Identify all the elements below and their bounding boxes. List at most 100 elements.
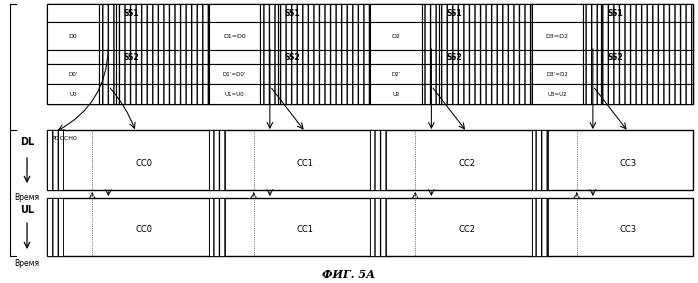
Text: CC2: CC2	[459, 158, 475, 168]
Bar	[260, 4, 278, 22]
Text: UL: UL	[20, 205, 34, 215]
Text: U1=U0: U1=U0	[225, 91, 244, 97]
Bar	[47, 198, 693, 256]
Text: SS2: SS2	[446, 53, 462, 61]
Bar	[209, 64, 260, 84]
Bar	[601, 22, 693, 50]
Bar	[98, 4, 117, 22]
Bar	[370, 22, 422, 50]
Bar	[370, 84, 422, 104]
Bar	[531, 130, 548, 190]
Bar	[209, 84, 260, 104]
Bar	[601, 4, 693, 22]
Bar	[47, 4, 209, 104]
Bar	[98, 64, 117, 84]
Bar	[422, 4, 439, 22]
Bar	[117, 50, 209, 64]
Bar	[584, 4, 601, 22]
Bar	[370, 50, 422, 64]
Bar	[278, 22, 370, 50]
Text: DL: DL	[20, 137, 34, 147]
Text: D3’=D2: D3’=D2	[547, 72, 568, 76]
Bar	[209, 22, 260, 50]
Bar	[260, 50, 278, 64]
Bar	[601, 50, 693, 64]
Bar	[47, 64, 98, 84]
Bar	[531, 50, 584, 64]
Text: CC3: CC3	[620, 158, 637, 168]
Bar	[260, 64, 278, 84]
Text: D1=D0: D1=D0	[223, 33, 246, 38]
Bar	[209, 130, 225, 190]
Text: SS2: SS2	[123, 53, 139, 61]
Bar	[278, 50, 370, 64]
Text: ФИГ. 5А: ФИГ. 5А	[322, 269, 376, 280]
Bar	[584, 64, 601, 84]
Bar	[439, 4, 531, 22]
Bar	[422, 50, 439, 64]
Bar	[117, 64, 209, 84]
Text: SS1: SS1	[608, 8, 623, 18]
Bar	[47, 130, 63, 190]
Bar	[278, 84, 370, 104]
Text: SS1: SS1	[123, 8, 139, 18]
Bar	[531, 4, 584, 22]
Bar	[531, 198, 548, 256]
Bar	[439, 84, 531, 104]
Bar	[47, 50, 98, 64]
Bar	[47, 84, 98, 104]
Text: CC3: CC3	[620, 225, 637, 234]
Text: D2: D2	[392, 33, 400, 38]
Bar	[584, 50, 601, 64]
Text: SS1: SS1	[285, 8, 300, 18]
Text: SS1: SS1	[446, 8, 462, 18]
Bar	[370, 4, 422, 22]
Bar	[209, 4, 260, 22]
Text: CC2: CC2	[459, 225, 475, 234]
Bar	[370, 198, 386, 256]
Bar	[278, 4, 370, 22]
Text: SS2: SS2	[285, 53, 300, 61]
Bar	[439, 64, 531, 84]
Text: D0: D0	[68, 33, 77, 38]
Bar	[117, 84, 209, 104]
Text: SS2: SS2	[608, 53, 623, 61]
Bar	[278, 64, 370, 84]
Bar	[209, 4, 370, 104]
Text: CC1: CC1	[297, 158, 314, 168]
Bar	[47, 198, 63, 256]
Text: D3=D2: D3=D2	[546, 33, 569, 38]
Bar	[531, 4, 693, 104]
Bar	[47, 130, 693, 190]
Bar	[260, 22, 278, 50]
Text: CC0: CC0	[135, 158, 152, 168]
Bar	[531, 22, 584, 50]
Bar	[422, 84, 439, 104]
Text: Время: Время	[15, 194, 40, 203]
Bar	[370, 64, 422, 84]
Bar	[47, 4, 98, 22]
Bar	[531, 84, 584, 104]
Bar	[439, 50, 531, 64]
Bar	[117, 4, 209, 22]
Bar	[98, 50, 117, 64]
Bar	[209, 50, 260, 64]
Bar	[117, 22, 209, 50]
Text: D1’=D0’: D1’=D0’	[223, 72, 246, 76]
Text: D0’: D0’	[68, 72, 77, 76]
Bar	[601, 84, 693, 104]
Text: U0: U0	[69, 91, 77, 97]
Bar	[370, 4, 531, 104]
Bar	[601, 64, 693, 84]
Text: U2: U2	[392, 91, 399, 97]
Bar	[531, 64, 584, 84]
Bar	[47, 22, 98, 50]
Bar	[98, 84, 117, 104]
Text: CC0: CC0	[135, 225, 152, 234]
Text: CC1: CC1	[297, 225, 314, 234]
Bar	[439, 22, 531, 50]
Bar	[584, 22, 601, 50]
Bar	[209, 198, 225, 256]
Text: D2’: D2’	[391, 72, 401, 76]
Bar	[370, 130, 386, 190]
